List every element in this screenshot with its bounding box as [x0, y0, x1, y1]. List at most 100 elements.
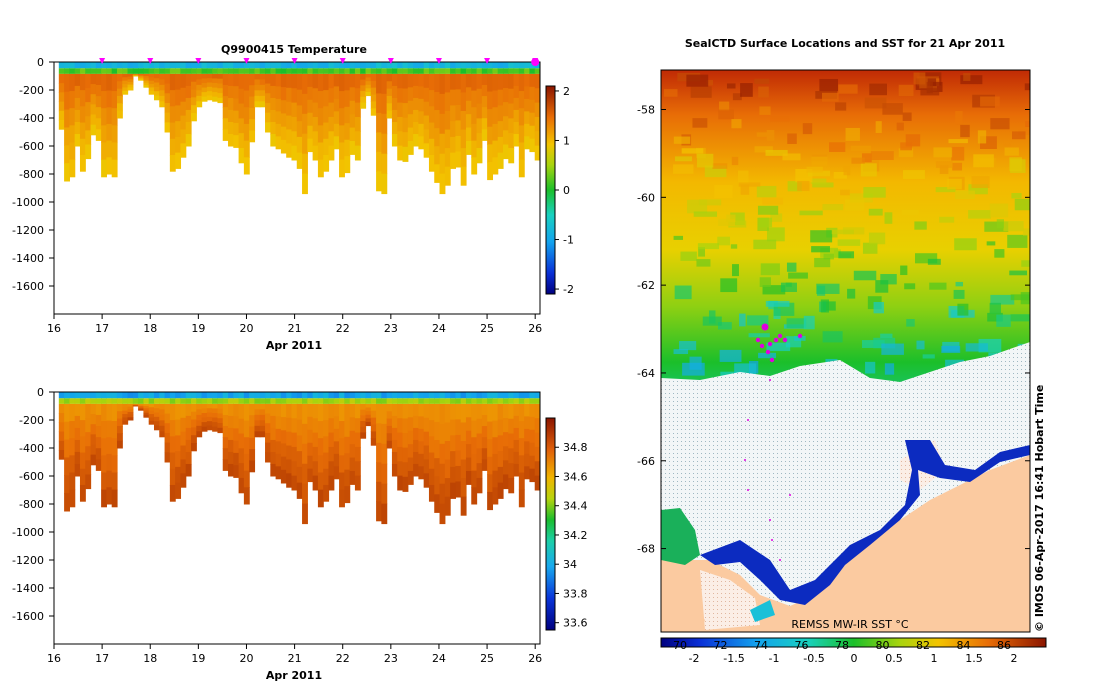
- deep-layer: [476, 418, 483, 435]
- deep-layer: [291, 446, 298, 462]
- deep-layer: [381, 443, 388, 465]
- sst-patch: [731, 156, 739, 166]
- deep-layer: [69, 108, 76, 126]
- salinity-plot-frame: [53, 391, 541, 645]
- deep-layer: [397, 145, 404, 161]
- surface-marker: [339, 58, 346, 64]
- thermocline-layer: [254, 398, 261, 404]
- deep-layer: [243, 453, 250, 472]
- profile: [508, 392, 515, 494]
- surface-layer: [169, 62, 176, 69]
- deep-layer: [312, 403, 319, 419]
- deep-layer: [428, 122, 435, 140]
- deep-layer: [143, 76, 150, 79]
- surface-layer: [513, 392, 520, 399]
- surface-layer: [291, 62, 298, 69]
- deep-layer: [233, 403, 240, 417]
- sst-patch: [822, 301, 836, 311]
- deep-layer: [270, 109, 277, 123]
- deep-layer: [439, 153, 446, 175]
- x-tick-label: 18: [143, 322, 157, 335]
- profile: [191, 62, 197, 122]
- profile: [476, 62, 483, 164]
- deep-layer: [180, 431, 187, 447]
- x-tick-label: 24: [432, 652, 446, 665]
- sst-patch: [1014, 198, 1030, 211]
- deep-layer: [85, 418, 92, 433]
- surface-layer: [302, 392, 308, 399]
- surface-layer: [529, 392, 536, 399]
- deep-layer: [439, 443, 446, 465]
- sst-patch: [810, 230, 833, 243]
- deep-layer: [296, 152, 303, 169]
- deep-layer: [428, 468, 435, 486]
- surface-layer: [481, 392, 488, 399]
- deep-layer: [423, 129, 430, 144]
- deep-layer: [74, 427, 81, 441]
- deep-layer: [349, 73, 356, 88]
- deep-layer: [344, 106, 351, 124]
- temperature-profiles: [58, 62, 540, 195]
- deep-layer: [212, 408, 219, 414]
- thermocline-layer: [333, 398, 340, 404]
- surface-layer: [391, 392, 398, 399]
- sst-patch: [759, 106, 771, 115]
- sst-patch: [696, 153, 714, 168]
- x-tick-label: 20: [239, 652, 253, 665]
- deep-layer: [513, 463, 520, 477]
- deep-layer: [339, 472, 345, 491]
- surface-layer: [222, 62, 229, 69]
- deep-layer: [191, 435, 197, 444]
- deep-layer: [90, 84, 97, 95]
- profile: [180, 62, 187, 158]
- sst-patch: [1028, 321, 1030, 330]
- surface-layer: [222, 392, 229, 399]
- profile: [191, 392, 197, 452]
- salinity-colorbar: [545, 417, 556, 631]
- profile: [302, 62, 308, 195]
- deep-layer: [243, 140, 250, 158]
- surface-layer: [275, 62, 282, 69]
- deep-layer: [344, 123, 351, 141]
- land-ice-shelf: [700, 570, 760, 630]
- surface-layer: [228, 62, 234, 69]
- deep-layer: [79, 403, 86, 421]
- deep-layer: [492, 123, 499, 142]
- surface-layer: [217, 62, 224, 69]
- thermocline-layer: [222, 68, 229, 74]
- colorbar-fahrenheit-label: 74: [754, 639, 768, 652]
- sst-patch: [957, 303, 969, 316]
- deep-layer: [386, 81, 393, 90]
- deep-layer: [249, 403, 256, 416]
- surface-layer: [376, 392, 382, 399]
- thermocline-layer: [508, 68, 515, 74]
- deep-layer: [481, 403, 488, 416]
- profile: [455, 392, 462, 498]
- deep-layer: [360, 73, 367, 81]
- surface-layer: [138, 62, 145, 69]
- deep-layer: [111, 489, 118, 508]
- thermocline-layer: [138, 398, 145, 404]
- thermocline-layer: [201, 68, 208, 74]
- deep-layer: [212, 92, 219, 98]
- deep-layer: [317, 91, 324, 109]
- colorbar-tick-label: 34.2: [563, 529, 588, 542]
- deep-layer: [217, 88, 224, 94]
- deep-layer: [201, 417, 208, 423]
- deep-layer: [169, 90, 176, 107]
- track-point: [765, 349, 771, 355]
- deep-layer: [243, 487, 250, 505]
- sst-patch: [794, 335, 806, 341]
- deep-layer: [180, 101, 187, 117]
- deep-layer: [138, 79, 145, 81]
- deep-layer: [185, 73, 192, 87]
- sst-patch: [865, 361, 876, 374]
- deep-layer: [323, 403, 330, 421]
- deep-layer: [238, 88, 245, 105]
- thermocline-layer: [259, 68, 266, 74]
- deep-layer: [376, 442, 382, 463]
- deep-layer: [79, 436, 86, 454]
- surface-layer: [402, 392, 409, 399]
- deep-layer: [233, 440, 240, 454]
- colorbar-tick-label: 34.4: [563, 500, 588, 513]
